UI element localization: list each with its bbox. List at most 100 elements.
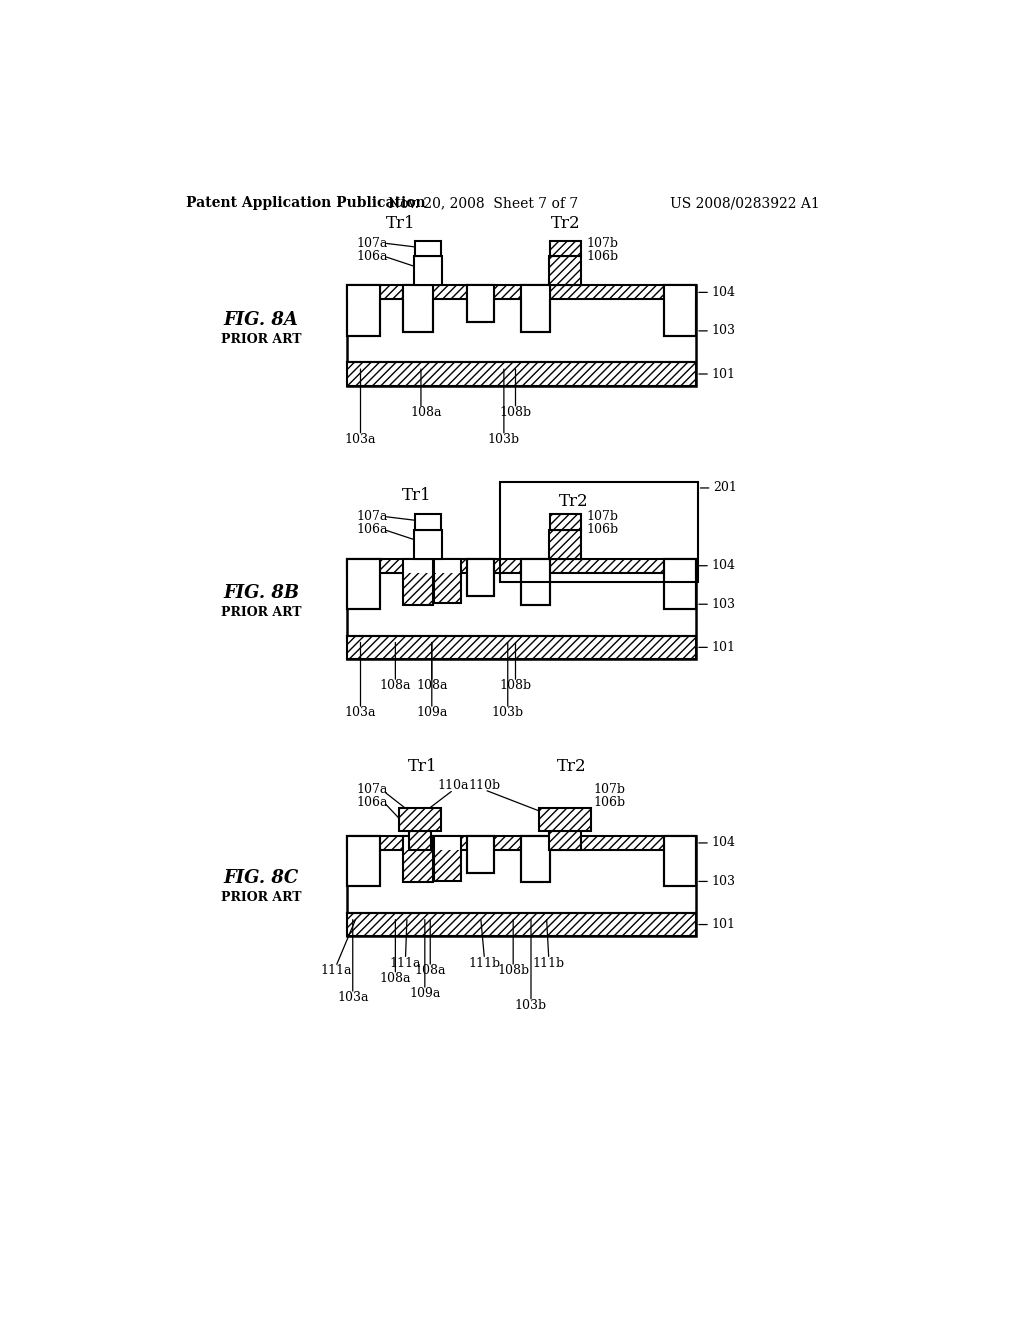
Bar xyxy=(347,836,380,886)
Bar xyxy=(521,836,550,882)
Bar xyxy=(521,558,550,573)
Bar xyxy=(549,832,582,850)
Bar xyxy=(664,285,696,335)
Bar xyxy=(347,285,696,300)
Bar xyxy=(403,285,432,331)
Bar xyxy=(467,836,494,873)
Bar xyxy=(347,558,696,659)
Bar xyxy=(467,836,494,873)
Bar xyxy=(347,836,380,850)
Text: PRIOR ART: PRIOR ART xyxy=(221,606,301,619)
Text: 106a: 106a xyxy=(356,249,388,263)
Bar xyxy=(414,529,442,558)
Text: 108a: 108a xyxy=(416,680,447,693)
Bar xyxy=(403,836,432,850)
Text: 101: 101 xyxy=(712,367,735,380)
Bar xyxy=(410,832,431,850)
Bar xyxy=(521,558,550,605)
Bar xyxy=(467,558,494,595)
Bar xyxy=(347,913,696,936)
Text: 101: 101 xyxy=(712,640,735,653)
Text: 107b: 107b xyxy=(593,783,625,796)
Text: 108a: 108a xyxy=(380,972,411,985)
Bar xyxy=(434,558,461,603)
Bar xyxy=(347,285,380,300)
Bar xyxy=(550,240,581,256)
Bar xyxy=(414,256,442,285)
Text: 101: 101 xyxy=(712,917,735,931)
Text: 104: 104 xyxy=(712,286,735,298)
Bar xyxy=(521,285,550,331)
Text: 106b: 106b xyxy=(587,249,618,263)
Bar xyxy=(467,285,494,300)
Bar xyxy=(347,836,380,886)
Bar xyxy=(434,836,461,880)
Bar xyxy=(664,285,696,335)
Text: PRIOR ART: PRIOR ART xyxy=(221,333,301,346)
Text: Tr2: Tr2 xyxy=(559,492,589,510)
Bar xyxy=(415,515,441,529)
Text: 108a: 108a xyxy=(411,407,442,418)
Bar xyxy=(347,836,696,850)
Bar xyxy=(467,285,494,322)
Bar xyxy=(521,285,550,331)
Bar xyxy=(664,836,696,886)
Text: 111b: 111b xyxy=(532,957,565,970)
Bar xyxy=(434,558,461,603)
Bar xyxy=(347,558,380,573)
Text: Tr1: Tr1 xyxy=(408,758,437,775)
Text: 106a: 106a xyxy=(356,523,388,536)
Bar xyxy=(500,482,697,582)
Bar xyxy=(664,558,696,609)
Bar xyxy=(521,558,550,605)
Text: 103a: 103a xyxy=(337,991,369,1005)
Bar xyxy=(399,808,441,832)
Bar xyxy=(347,285,380,335)
Bar xyxy=(403,836,432,882)
Text: 107b: 107b xyxy=(587,510,618,523)
Bar xyxy=(415,240,441,256)
Bar xyxy=(347,285,380,335)
Bar xyxy=(467,558,494,573)
Text: 103: 103 xyxy=(712,598,735,611)
Text: 107b: 107b xyxy=(587,236,618,249)
Bar xyxy=(347,636,696,659)
Bar xyxy=(403,836,432,882)
Bar xyxy=(664,558,696,609)
Text: 103b: 103b xyxy=(492,706,524,719)
Text: Tr1: Tr1 xyxy=(401,487,431,504)
Bar xyxy=(549,529,582,558)
Text: 103a: 103a xyxy=(345,706,376,719)
Bar xyxy=(664,285,696,335)
Bar xyxy=(664,836,696,886)
Bar xyxy=(467,285,494,322)
Bar xyxy=(347,558,380,609)
Bar xyxy=(521,285,550,300)
Text: 108a: 108a xyxy=(415,964,446,977)
Text: 103: 103 xyxy=(712,875,735,888)
Text: PRIOR ART: PRIOR ART xyxy=(221,891,301,904)
Bar xyxy=(403,285,432,300)
Text: 104: 104 xyxy=(712,837,735,850)
Text: Patent Application Publication: Patent Application Publication xyxy=(186,197,426,210)
Text: Tr2: Tr2 xyxy=(551,215,581,232)
Bar xyxy=(347,558,380,609)
Bar xyxy=(664,836,696,850)
Bar xyxy=(434,836,461,880)
Bar xyxy=(403,285,432,331)
Bar xyxy=(550,515,581,529)
Bar xyxy=(521,836,550,850)
Bar xyxy=(347,558,696,573)
Text: 106b: 106b xyxy=(587,523,618,536)
Bar xyxy=(539,808,592,832)
Bar xyxy=(467,285,494,322)
Text: Tr2: Tr2 xyxy=(556,758,586,775)
Text: 109a: 109a xyxy=(416,706,447,719)
Text: 106b: 106b xyxy=(593,796,625,809)
Text: 107a: 107a xyxy=(356,236,388,249)
Text: 201: 201 xyxy=(713,482,737,495)
Text: 108b: 108b xyxy=(500,407,531,418)
Bar xyxy=(664,558,696,609)
Bar xyxy=(521,285,550,331)
Text: 111a: 111a xyxy=(319,964,351,977)
